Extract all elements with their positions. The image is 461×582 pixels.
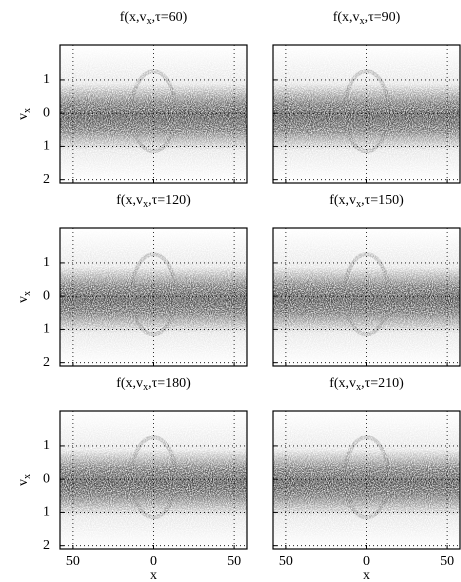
panel-title: f(x,vx,τ=90) [333,10,401,27]
y-tick-label: 2 [43,172,50,187]
title-part: x [143,199,148,210]
x-tick-label: 0 [363,554,370,569]
x-tick-label: 50 [440,554,454,569]
title-part: ,τ=60) [152,10,188,25]
ylabel-part: v [16,479,31,486]
panel-frame [272,410,461,550]
ylabel-part: x [22,474,33,479]
y-axis-label: vx [16,474,33,486]
y-tick-label: 0 [43,288,50,303]
panel-title: f(x,vx,τ=60) [120,10,188,27]
y-axis-label: vx [16,291,33,303]
title-part: x [356,382,361,393]
title-part: ,τ=120) [148,193,191,208]
y-axis-label: vx [16,108,33,120]
ylabel-part: x [22,291,33,296]
y-tick-label: 0 [43,105,50,120]
title-part: f(x,v [120,10,147,25]
title-part: x [147,16,152,27]
panel-title: f(x,vx,τ=150) [329,193,404,210]
title-part: f(x,v [329,376,356,391]
panel-frame [59,44,248,184]
title-part: x [356,199,361,210]
x-tick-label: 50 [66,554,80,569]
title-part: x [360,16,365,27]
x-tick-label: 50 [227,554,241,569]
title-part: f(x,v [116,376,143,391]
y-tick-label: 1 [43,139,50,154]
ylabel-part: v [16,296,31,303]
panel-frame [272,227,461,367]
y-tick-label: 2 [43,538,50,553]
title-part: x [143,382,148,393]
panel-frame [59,227,248,367]
x-axis-label: x [150,568,157,582]
title-part: ,τ=150) [361,193,404,208]
panel-frame [272,44,461,184]
x-axis-label: x [363,568,370,582]
y-tick-label: 1 [43,438,50,453]
y-tick-label: 0 [43,471,50,486]
panel-title: f(x,vx,τ=180) [116,376,191,393]
x-tick-label: 50 [279,554,293,569]
y-tick-label: 1 [43,255,50,270]
title-part: ,τ=90) [365,10,401,25]
x-tick-label: 0 [150,554,157,569]
panel-frame [59,410,248,550]
title-part: f(x,v [329,193,356,208]
panel-title: f(x,vx,τ=210) [329,376,404,393]
y-tick-label: 2 [43,355,50,370]
title-part: f(x,v [116,193,143,208]
y-tick-label: 1 [43,322,50,337]
y-tick-label: 1 [43,505,50,520]
y-tick-label: 1 [43,72,50,87]
panel-title: f(x,vx,τ=120) [116,193,191,210]
title-part: f(x,v [333,10,360,25]
ylabel-part: x [22,108,33,113]
ylabel-part: v [16,113,31,120]
title-part: ,τ=180) [148,376,191,391]
title-part: ,τ=210) [361,376,404,391]
